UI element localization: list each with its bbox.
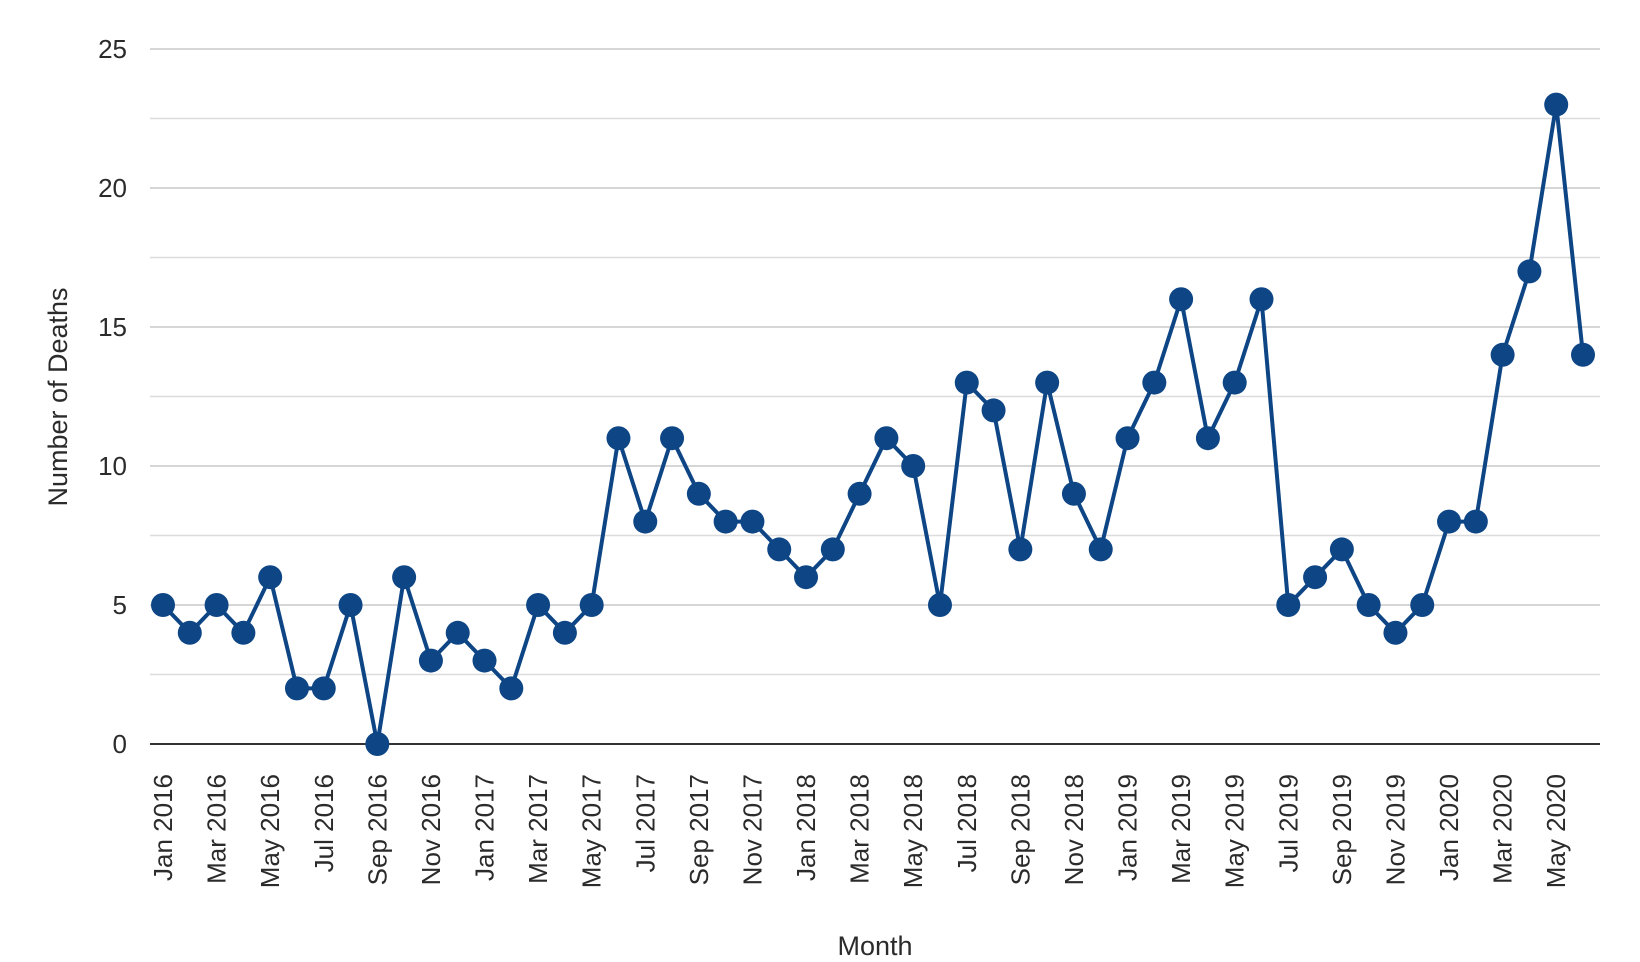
x-tick-label: Jul 2019 bbox=[1273, 774, 1303, 872]
data-point bbox=[392, 565, 417, 590]
data-point bbox=[1035, 370, 1060, 395]
x-tick-label: Sep 2019 bbox=[1327, 774, 1357, 885]
y-axis-title: Number of Deaths bbox=[43, 287, 73, 506]
data-point bbox=[151, 593, 175, 617]
data-point bbox=[1249, 287, 1274, 312]
x-tick-label: Jul 2017 bbox=[630, 774, 660, 872]
y-tick-label: 20 bbox=[98, 173, 127, 203]
data-point bbox=[418, 648, 443, 673]
data-point bbox=[606, 426, 631, 451]
data-point bbox=[1061, 481, 1086, 506]
x-tick-label: Jan 2017 bbox=[470, 774, 500, 881]
data-point bbox=[499, 676, 524, 701]
data-point bbox=[1115, 426, 1140, 451]
data-point bbox=[204, 593, 229, 617]
x-tick-label: May 2018 bbox=[898, 774, 928, 888]
x-tick-label: Jan 2019 bbox=[1113, 774, 1143, 881]
y-tick-label: 5 bbox=[113, 590, 127, 620]
x-tick-label: May 2019 bbox=[1220, 774, 1250, 888]
data-point bbox=[713, 509, 738, 534]
data-point bbox=[1410, 593, 1435, 617]
data-point bbox=[445, 620, 470, 645]
data-point bbox=[1544, 92, 1569, 117]
x-tick-label: Nov 2018 bbox=[1059, 774, 1089, 885]
data-point bbox=[1490, 342, 1515, 367]
x-axis-ticks: Jan 2016 Mar 2016 May 2016 Jul 2016 Sep 2016… bbox=[148, 774, 1571, 888]
x-tick-label: Mar 2016 bbox=[202, 774, 232, 884]
x-tick-label: Mar 2020 bbox=[1488, 774, 1518, 884]
y-tick-label: 15 bbox=[98, 312, 127, 342]
data-point bbox=[1463, 509, 1488, 534]
data-point bbox=[1437, 509, 1462, 534]
data-point bbox=[1517, 259, 1542, 284]
y-tick-label: 0 bbox=[113, 729, 127, 759]
data-point bbox=[1329, 537, 1354, 562]
data-point bbox=[1088, 537, 1113, 562]
data-point bbox=[820, 537, 845, 562]
data-point bbox=[981, 398, 1006, 423]
x-tick-label: Jan 2018 bbox=[791, 774, 821, 881]
data-point bbox=[1008, 537, 1033, 562]
y-tick-label: 25 bbox=[98, 34, 127, 64]
x-tick-label: May 2016 bbox=[255, 774, 285, 888]
data-point bbox=[311, 676, 336, 701]
data-point bbox=[1383, 620, 1408, 645]
data-point bbox=[472, 648, 497, 673]
x-tick-label: May 2020 bbox=[1541, 774, 1571, 888]
x-tick-label: Mar 2019 bbox=[1166, 774, 1196, 884]
data-point bbox=[526, 593, 551, 617]
x-tick-label: Jul 2016 bbox=[309, 774, 339, 872]
data-point bbox=[1222, 370, 1247, 395]
data-point bbox=[740, 509, 765, 534]
data-point bbox=[177, 620, 202, 645]
data-point bbox=[1356, 593, 1381, 617]
data-point bbox=[284, 676, 309, 701]
x-axis-title: Month bbox=[837, 931, 912, 961]
gridlines bbox=[150, 48, 1600, 676]
data-point bbox=[579, 593, 604, 617]
x-tick-label: Nov 2016 bbox=[416, 774, 446, 885]
data-point bbox=[660, 426, 685, 451]
data-point bbox=[1169, 287, 1194, 312]
data-point bbox=[338, 593, 363, 617]
x-tick-label: May 2017 bbox=[577, 774, 607, 888]
data-point bbox=[1142, 370, 1167, 395]
data-point bbox=[954, 370, 979, 395]
data-point bbox=[258, 565, 283, 590]
x-tick-label: Sep 2016 bbox=[362, 774, 392, 885]
data-point bbox=[633, 509, 658, 534]
series-line bbox=[161, 102, 1585, 746]
data-point bbox=[686, 481, 711, 506]
data-point bbox=[365, 732, 390, 756]
y-axis-ticks: 0 5 10 15 20 25 bbox=[98, 34, 127, 759]
x-tick-label: Nov 2017 bbox=[737, 774, 767, 885]
data-point bbox=[794, 565, 819, 590]
x-tick-label: Jan 2016 bbox=[148, 774, 178, 881]
data-point bbox=[767, 537, 792, 562]
x-tick-label: Jan 2020 bbox=[1434, 774, 1464, 881]
data-point bbox=[1276, 593, 1301, 617]
x-tick-label: Mar 2017 bbox=[523, 774, 553, 884]
data-point bbox=[874, 426, 899, 451]
y-tick-label: 10 bbox=[98, 451, 127, 481]
data-point bbox=[231, 620, 256, 645]
x-tick-label: Sep 2018 bbox=[1005, 774, 1035, 885]
data-point bbox=[927, 593, 952, 617]
data-point bbox=[1195, 426, 1220, 451]
x-tick-label: Nov 2019 bbox=[1380, 774, 1410, 885]
data-points bbox=[151, 92, 1595, 756]
x-tick-label: Jul 2018 bbox=[952, 774, 982, 872]
x-tick-label: Sep 2017 bbox=[684, 774, 714, 885]
x-tick-label: Mar 2018 bbox=[845, 774, 875, 884]
data-point bbox=[901, 454, 926, 478]
data-point bbox=[847, 481, 872, 506]
data-point bbox=[1303, 565, 1328, 590]
data-point bbox=[1571, 342, 1595, 367]
data-point bbox=[552, 620, 577, 645]
